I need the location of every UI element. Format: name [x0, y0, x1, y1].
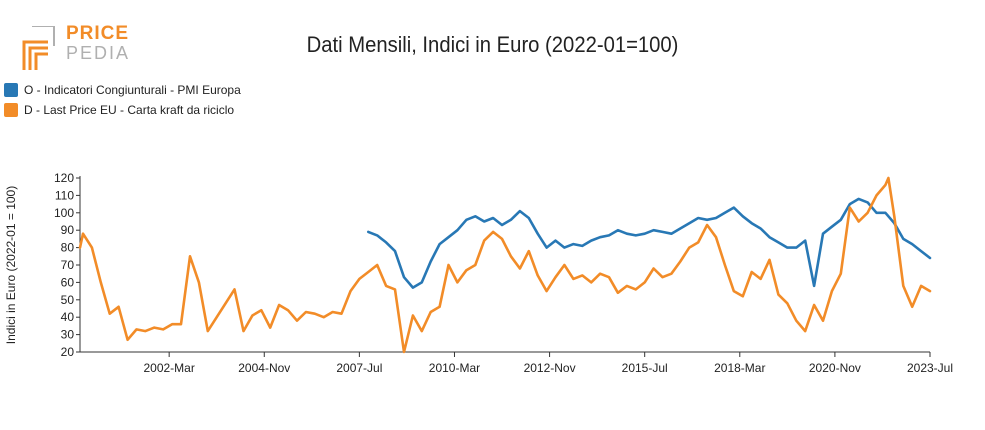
x-tick-label: 2018-Mar	[714, 361, 765, 375]
y-tick-label: 110	[55, 188, 74, 202]
y-tick-label: 120	[54, 171, 74, 185]
chart-title: Dati Mensili, Indici in Euro (2022-01=10…	[306, 32, 679, 57]
legend: O - Indicatori Congiunturali - PMI Europ…	[4, 80, 241, 120]
legend-item-pmi[interactable]: O - Indicatori Congiunturali - PMI Europ…	[4, 80, 241, 100]
y-tick-label: 40	[61, 310, 75, 324]
y-tick-label: 70	[61, 258, 75, 272]
x-tick-label: 2020-Nov	[809, 361, 861, 375]
series-line-pmi	[367, 197, 932, 289]
x-tick-label: 2015-Jul	[622, 361, 668, 375]
x-tick-label: 2004-Nov	[238, 361, 290, 375]
logo-mark-icon	[22, 26, 55, 70]
legend-item-kraft[interactable]: D - Last Price EU - Carta kraft da ricic…	[4, 100, 241, 120]
legend-swatch-pmi	[4, 83, 18, 97]
logo-text-pedia: PEDIA	[66, 43, 131, 63]
y-tick-label: 20	[61, 345, 75, 359]
y-tick-label: 30	[61, 328, 75, 342]
logo-text-price: PRICE	[66, 23, 130, 44]
x-tick-label: 2007-Jul	[336, 361, 382, 375]
y-axis-label: Indici in Euro (2022-01 = 100)	[4, 186, 18, 344]
x-tick-label: 2012-Nov	[524, 361, 576, 375]
y-tick-label: 60	[61, 275, 75, 289]
legend-label-pmi: O - Indicatori Congiunturali - PMI Europ…	[24, 83, 241, 97]
series-line-kraft	[78, 176, 932, 354]
x-tick-label: 2002-Mar	[143, 361, 194, 375]
legend-label-kraft: D - Last Price EU - Carta kraft da ricic…	[24, 103, 235, 117]
legend-swatch-kraft	[4, 103, 18, 117]
x-tick-label: 2010-Mar	[429, 361, 480, 375]
y-tick-label: 100	[54, 206, 74, 220]
x-tick-label: 2023-Jul	[907, 361, 953, 375]
y-tick-label: 80	[61, 241, 75, 255]
y-tick-label: 90	[61, 223, 75, 237]
y-tick-label: 50	[61, 293, 75, 307]
pricepedia-logo: PRICE PEDIA	[14, 20, 134, 76]
